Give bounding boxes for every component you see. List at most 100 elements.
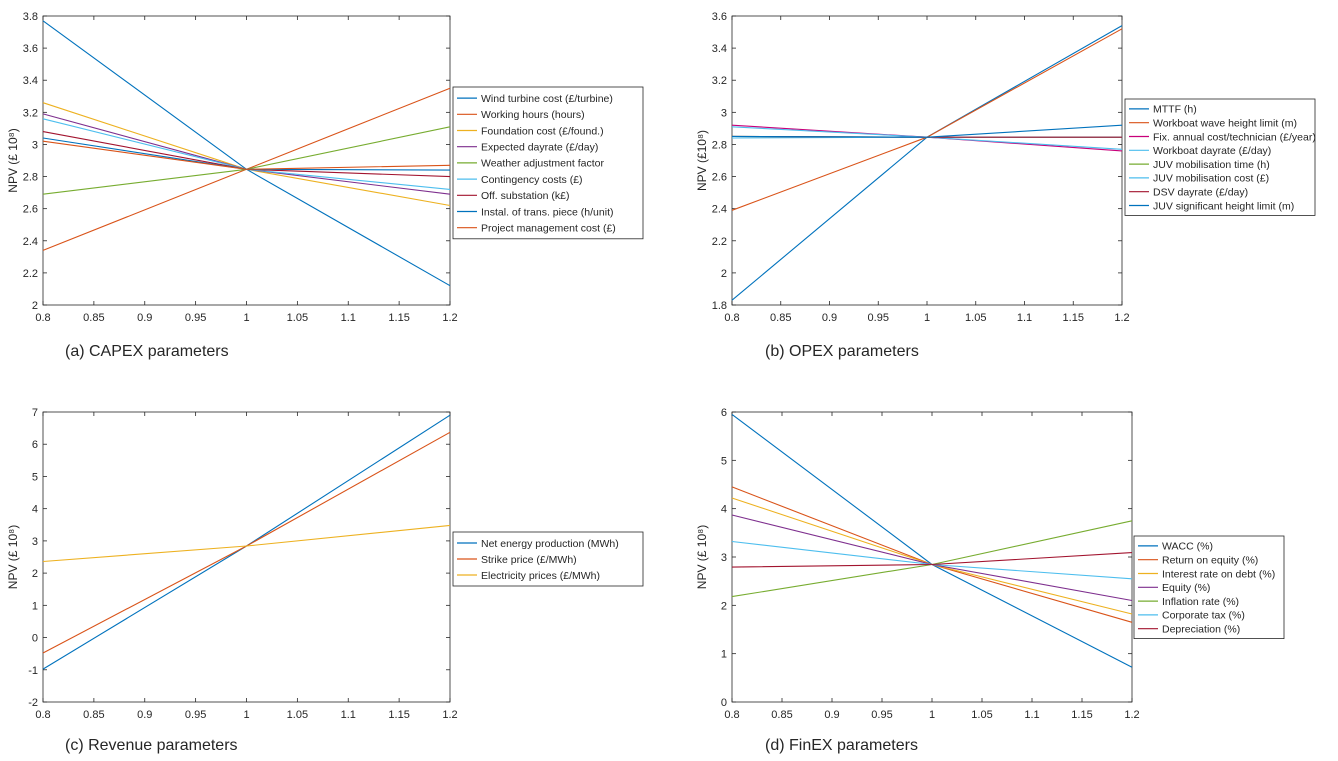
legend-entry: WACC (%) [1162,541,1213,553]
y-tick-label: 2.4 [712,204,727,216]
x-tick-label: 1.2 [1124,709,1139,721]
x-tick-label: 1.15 [1071,709,1092,721]
legend-entry: JUV mobilisation time (h) [1153,159,1270,171]
x-tick-label: 1.15 [388,312,409,324]
y-tick-label: 2.2 [23,268,38,280]
legend-entry: Working hours (hours) [481,109,585,121]
y-tick-label: 2 [32,300,38,312]
legend-entry: Weather adjustment factor [481,158,604,170]
y-tick-label: 7 [32,407,38,419]
series-line-8 [42,140,451,170]
legend: MTTF (h) Workboat wave height limit (m)Fi… [1124,98,1316,216]
series-line-2 [42,524,451,563]
y-tick-label: 2 [721,268,727,280]
y-tick-label: 4 [721,504,727,516]
y-tick-label: 0 [32,633,38,645]
legend-entry: Return on equity (%) [1162,555,1258,567]
x-tick-label: 0.95 [868,312,889,324]
subplot-3: 0.8 0.85 0.9 0.95 1 1.05 1.1 1.15 1.2 0 1 2 3 4 5 6 NPV … [695,407,1285,754]
y-axis-label: NPV (£ 10⁸) [695,525,709,589]
legend-box [1133,535,1285,639]
legend-entry: Wind turbine cost (£/turbine) [481,93,613,105]
x-tick-label: 1.05 [287,709,308,721]
x-tick-label: 0.8 [35,709,50,721]
legend-entry: JUV significant height limit (m) [1153,200,1294,212]
series-line-7 [731,124,1123,138]
legend: Net energy production (MWh) Strike price … [452,531,644,587]
x-tick-label: 0.8 [724,709,739,721]
y-tick-label: 1.8 [712,300,727,312]
legend-entry: Off. substation (k£) [481,190,570,202]
y-tick-label: 1 [32,600,38,612]
x-tick-label: 1.2 [442,312,457,324]
x-tick-label: 1.2 [442,709,457,721]
legend-box [452,531,644,587]
y-axis-label: NPV (£10⁸) [695,130,709,191]
legend-entry: Interest rate on debt (%) [1162,568,1275,580]
y-tick-label: 3.6 [712,11,727,23]
x-tick-label: 1 [924,312,930,324]
legend-entry: Corporate tax (%) [1162,610,1245,622]
legend-box [452,86,644,240]
y-tick-label: 2.6 [712,172,727,184]
x-tick-label: 0.8 [35,312,50,324]
y-tick-label: 3 [721,552,727,564]
subplot-1: 0.8 0.85 0.9 0.95 1 1.05 1.1 1.15 1.2 1.8 2 2.2 2.4 2… [695,11,1316,360]
legend: Wind turbine cost (£/turbine) Working hou… [452,86,644,240]
x-tick-label: 0.8 [724,312,739,324]
subplot-0: 0.8 0.85 0.9 0.95 1 1.05 1.1 1.15 1.2 2 2.2 2.4 2.6 2… [6,11,644,360]
y-tick-label: 3 [32,139,38,151]
x-tick-label: 0.85 [83,709,104,721]
subplot-caption: (b) OPEX parameters [765,343,919,360]
y-tick-label: 3.4 [23,75,38,87]
x-tick-label: 0.9 [137,312,152,324]
y-tick-label: 2.8 [712,139,727,151]
y-tick-label: 3 [721,107,727,119]
y-tick-label: 2.2 [712,236,727,248]
x-tick-label: 1.1 [1024,709,1039,721]
x-tick-label: 1.05 [287,312,308,324]
y-tick-label: -1 [28,665,38,677]
x-tick-label: 1 [929,709,935,721]
x-tick-label: 0.95 [185,709,206,721]
subplot-2: 0.8 0.85 0.9 0.95 1 1.05 1.1 1.15 1.2 -2 -1 0 1 2 3 4 5 6… [6,407,644,754]
y-tick-label: 3.6 [23,43,38,55]
legend-box [1124,98,1316,216]
x-tick-label: 1.15 [1063,312,1084,324]
x-tick-label: 1 [243,312,249,324]
legend-entry: Workboat wave height limit (m) [1153,118,1297,130]
plot-area [731,411,1133,703]
x-tick-label: 1.1 [1017,312,1032,324]
series-line-6 [731,552,1133,568]
x-tick-label: 0.85 [770,312,791,324]
x-tick-label: 1.1 [341,312,356,324]
y-tick-label: 6 [32,439,38,451]
legend-entry: MTTF (h) [1153,104,1197,116]
y-tick-label: 0 [721,697,727,709]
y-tick-label: 2.8 [23,172,38,184]
legend-entry: Contingency costs (£) [481,174,583,186]
legend-entry: Equity (%) [1162,582,1210,594]
legend-entry: Electricity prices (£/MWh) [481,570,600,582]
legend-entry: Depreciation (%) [1162,624,1240,636]
y-tick-label: 2 [721,600,727,612]
y-axis-label: NPV (£ 10⁸) [6,525,20,589]
x-tick-label: 0.95 [871,709,892,721]
plot-area [42,15,451,306]
x-tick-label: 0.9 [137,709,152,721]
x-tick-label: 1.05 [971,709,992,721]
y-tick-label: 3.2 [712,75,727,87]
subplot-caption: (a) CAPEX parameters [65,343,229,360]
legend-entry: DSV dayrate (£/day) [1153,187,1248,199]
y-tick-label: 3.4 [712,43,727,55]
legend-entry: Foundation cost (£/found.) [481,125,604,137]
y-tick-label: 6 [721,407,727,419]
legend-entry: Expected dayrate (£/day) [481,142,598,154]
legend-entry: Project management cost (£) [481,223,616,235]
subplot-caption: (d) FinEX parameters [765,737,918,754]
x-tick-label: 0.9 [824,709,839,721]
x-tick-label: 0.85 [771,709,792,721]
y-tick-label: 2.4 [23,236,38,248]
plot-area [42,411,451,703]
x-tick-label: 1.1 [341,709,356,721]
